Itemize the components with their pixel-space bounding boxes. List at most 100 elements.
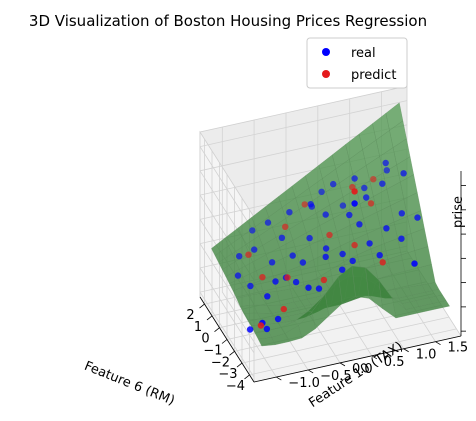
x-tick-mark: [229, 350, 235, 356]
y-tick-mark: [339, 362, 346, 367]
real-point: [318, 188, 325, 195]
predict-point: [367, 200, 375, 207]
y-tick-mark: [276, 376, 282, 381]
x-tick-label: 1: [194, 320, 202, 335]
predict-point: [326, 231, 333, 239]
x-tick-mark: [199, 303, 205, 309]
predict-point: [301, 201, 308, 208]
y-tick-mark: [403, 348, 409, 353]
x-axis-label: Feature 6 (RM): [82, 359, 177, 409]
legend: real predict: [306, 37, 408, 89]
real-point: [356, 221, 363, 228]
real-point: [322, 245, 330, 252]
y-axis-line: [253, 335, 462, 383]
real-point: [236, 253, 243, 260]
chart-title: 3D Visualization of Boston Housing Price…: [29, 12, 427, 30]
real-point: [251, 246, 258, 253]
real-point: [308, 203, 315, 210]
grid-line-z: [199, 100, 408, 232]
real-point: [322, 253, 329, 261]
y-tick-mark: [307, 369, 314, 374]
x-tick-mark: [214, 327, 220, 333]
z-axis-label: prise: [451, 196, 466, 228]
real-point: [398, 210, 405, 217]
real-point: [272, 278, 279, 285]
real-point: [363, 194, 370, 201]
scatter-points: [234, 159, 421, 333]
real-point: [411, 260, 418, 267]
x-tick-label: 2: [186, 308, 194, 323]
x-tick-mark: [244, 374, 250, 380]
predict-point: [282, 223, 289, 230]
real-point: [339, 250, 346, 258]
real-point: [299, 259, 307, 266]
real-point: [398, 235, 405, 242]
real-point: [305, 284, 312, 291]
real-point: [322, 211, 329, 218]
real-point: [247, 282, 254, 290]
legend-marker-predict: [322, 70, 330, 78]
predict-point: [257, 322, 265, 329]
grid-line-z: [199, 124, 408, 257]
x-tick-label: −1: [203, 344, 222, 359]
real-point: [246, 326, 254, 333]
real-point: [292, 278, 300, 286]
real-point: [263, 325, 271, 333]
real-point: [382, 159, 389, 167]
predict-point: [245, 251, 252, 258]
predict-point: [284, 274, 291, 281]
predict-point: [370, 176, 377, 183]
x-tick-mark: [206, 315, 213, 321]
x-tick-mark: [236, 362, 243, 368]
predict-point: [259, 274, 266, 281]
y-tick-label: 1.0: [416, 348, 437, 363]
legend-label-real: real: [351, 46, 376, 61]
real-point: [264, 219, 272, 226]
real-point: [286, 209, 293, 216]
real-point: [289, 252, 296, 259]
y-tick-label: −0.5: [320, 369, 352, 384]
real-point: [351, 200, 358, 207]
y-tick-label: 1.5: [448, 341, 469, 356]
predict-point: [379, 259, 386, 266]
real-point: [339, 266, 346, 273]
real-point: [400, 170, 407, 177]
real-point: [383, 225, 390, 232]
legend-box: [306, 37, 408, 89]
real-point: [376, 252, 383, 259]
x-tick-label: −4: [226, 379, 245, 394]
y-tick-mark: [371, 355, 378, 360]
legend-marker-real: [322, 48, 330, 56]
y-tick-mark: [435, 341, 441, 346]
real-point: [351, 175, 358, 182]
real-point: [361, 184, 368, 192]
real-point: [383, 167, 390, 174]
surface-facet: [432, 300, 450, 310]
y-tick-label: −1.0: [288, 376, 320, 391]
real-point: [330, 180, 337, 188]
y-tick-label: 0.0: [352, 362, 373, 377]
x-tick-mark: [221, 339, 228, 344]
legend-label-predict: predict: [351, 68, 396, 83]
real-point: [339, 202, 347, 209]
x-tick-label: −2: [211, 355, 230, 370]
y-tick-label: 0.5: [384, 355, 405, 370]
real-point: [306, 234, 313, 242]
predict-point: [351, 241, 358, 249]
real-point: [366, 240, 373, 247]
predict-point: [280, 305, 287, 313]
predict-point: [320, 276, 328, 284]
real-point: [264, 293, 271, 300]
real-point: [234, 272, 242, 279]
regression-surface: [211, 102, 450, 347]
real-point: [249, 227, 256, 234]
x-tick-label: 0: [201, 332, 209, 347]
real-point: [278, 234, 286, 241]
x-tick-label: −3: [218, 367, 237, 382]
real-point: [414, 214, 421, 221]
real-point: [268, 259, 276, 266]
real-point: [315, 285, 323, 292]
real-point: [346, 211, 353, 219]
real-point: [274, 315, 282, 323]
